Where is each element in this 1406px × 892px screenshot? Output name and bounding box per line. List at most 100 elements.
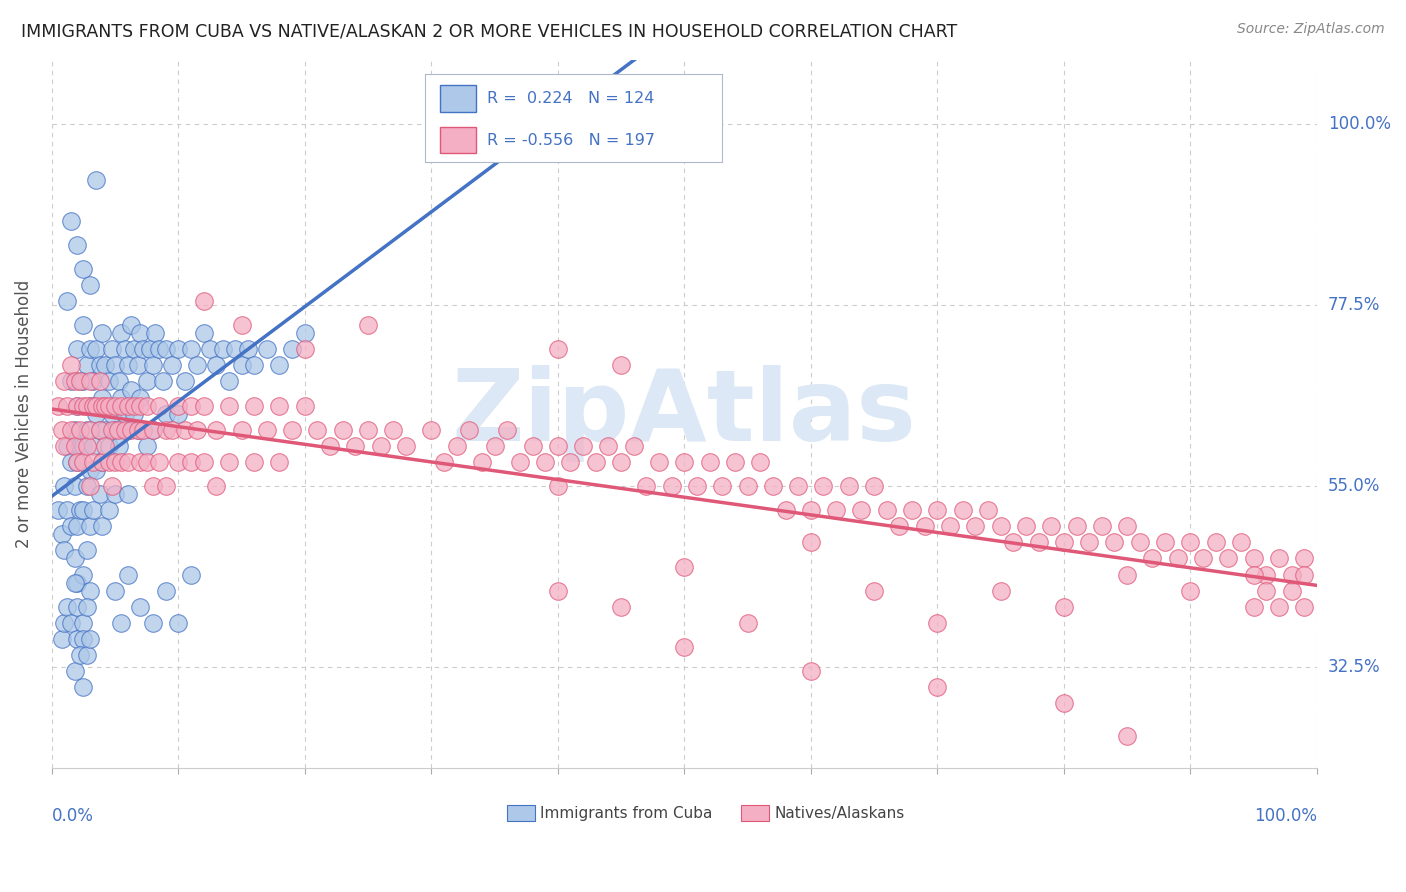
Point	[89, 423, 111, 437]
Point	[509, 455, 531, 469]
Point	[547, 343, 569, 357]
Point	[1078, 535, 1101, 549]
Point	[110, 455, 132, 469]
Point	[91, 326, 114, 341]
Point	[142, 615, 165, 630]
Point	[89, 423, 111, 437]
Point	[117, 359, 139, 373]
Point	[737, 615, 759, 630]
Point	[69, 375, 91, 389]
Point	[876, 503, 898, 517]
Point	[107, 375, 129, 389]
Point	[1154, 535, 1177, 549]
Point	[104, 399, 127, 413]
Point	[104, 423, 127, 437]
Point	[104, 487, 127, 501]
Point	[1066, 519, 1088, 533]
Point	[1116, 567, 1139, 582]
Point	[91, 519, 114, 533]
Point	[79, 583, 101, 598]
Point	[104, 359, 127, 373]
Point	[76, 543, 98, 558]
Point	[749, 455, 772, 469]
Point	[370, 439, 392, 453]
Point	[129, 326, 152, 341]
Point	[927, 680, 949, 694]
Point	[94, 423, 117, 437]
Point	[76, 479, 98, 493]
Point	[72, 567, 94, 582]
Point	[155, 583, 177, 598]
Point	[256, 423, 278, 437]
Point	[737, 479, 759, 493]
Point	[307, 423, 329, 437]
Point	[160, 423, 183, 437]
Point	[825, 503, 848, 517]
Point	[66, 575, 89, 590]
Point	[127, 423, 149, 437]
Point	[120, 383, 142, 397]
Point	[79, 399, 101, 413]
Point	[1243, 551, 1265, 566]
Point	[155, 423, 177, 437]
Point	[66, 455, 89, 469]
Point	[63, 664, 86, 678]
Point	[122, 343, 145, 357]
Text: 100.0%: 100.0%	[1329, 115, 1391, 133]
Point	[79, 343, 101, 357]
Point	[610, 599, 633, 614]
Point	[547, 479, 569, 493]
Point	[1218, 551, 1240, 566]
Point	[1053, 535, 1076, 549]
Point	[84, 463, 107, 477]
Point	[673, 455, 696, 469]
Point	[572, 439, 595, 453]
Point	[56, 503, 79, 517]
Point	[167, 615, 190, 630]
Point	[89, 375, 111, 389]
Point	[72, 375, 94, 389]
Point	[129, 399, 152, 413]
Point	[110, 391, 132, 405]
Point	[775, 503, 797, 517]
Point	[167, 343, 190, 357]
Point	[762, 479, 785, 493]
Point	[610, 455, 633, 469]
Point	[1294, 567, 1316, 582]
Point	[91, 455, 114, 469]
Text: Source: ZipAtlas.com: Source: ZipAtlas.com	[1237, 22, 1385, 37]
Point	[813, 479, 835, 493]
Point	[673, 559, 696, 574]
Point	[357, 423, 380, 437]
Point	[186, 423, 208, 437]
Point	[1256, 567, 1278, 582]
Point	[927, 503, 949, 517]
Point	[53, 615, 76, 630]
Text: Immigrants from Cuba: Immigrants from Cuba	[540, 805, 713, 821]
Point	[132, 423, 155, 437]
Point	[142, 479, 165, 493]
Point	[1053, 696, 1076, 710]
Point	[59, 615, 82, 630]
Point	[1243, 599, 1265, 614]
Point	[1104, 535, 1126, 549]
Point	[66, 399, 89, 413]
Point	[66, 599, 89, 614]
Point	[686, 479, 709, 493]
Point	[180, 399, 202, 413]
Point	[139, 343, 162, 357]
Text: 32.5%: 32.5%	[1329, 658, 1381, 676]
Point	[522, 439, 544, 453]
Point	[1243, 567, 1265, 582]
Text: 55.0%: 55.0%	[1329, 477, 1381, 495]
Point	[117, 487, 139, 501]
Point	[76, 599, 98, 614]
Point	[148, 343, 170, 357]
Point	[59, 359, 82, 373]
Point	[110, 326, 132, 341]
Point	[838, 479, 860, 493]
Point	[711, 479, 734, 493]
Point	[83, 399, 105, 413]
Point	[97, 503, 120, 517]
Point	[420, 423, 443, 437]
